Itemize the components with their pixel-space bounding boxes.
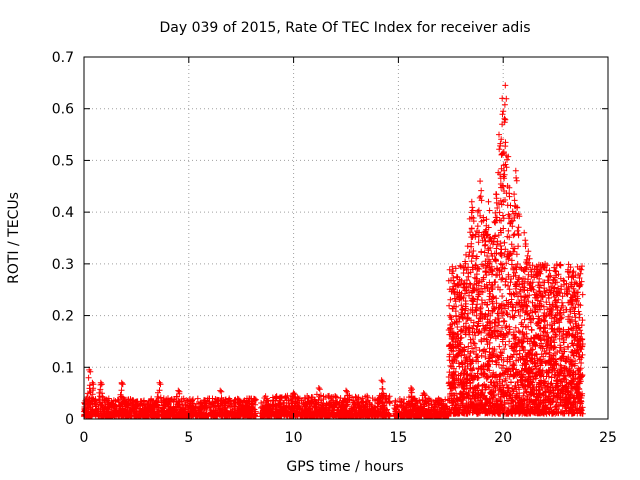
- roti-points: [81, 82, 586, 420]
- x-tick-label: 10: [285, 430, 303, 446]
- y-tick-label: 0.4: [52, 205, 74, 221]
- y-tick-label: 0.1: [52, 360, 74, 376]
- y-tick-label: 0.5: [52, 153, 74, 169]
- x-tick-label: 25: [599, 430, 617, 446]
- x-tick-label: 0: [80, 430, 89, 446]
- x-tick-label: 15: [389, 430, 407, 446]
- y-axis-label: ROTI / TECUs: [6, 192, 22, 284]
- chart-title: Day 039 of 2015, Rate Of TEC Index for r…: [159, 20, 530, 36]
- y-tick-label: 0.2: [52, 309, 74, 325]
- y-tick-label: 0.3: [52, 257, 74, 273]
- y-tick-label: 0.7: [52, 50, 74, 66]
- x-tick-label: 5: [184, 430, 193, 446]
- y-tick-label: 0.6: [52, 102, 74, 118]
- plot-frame: [83, 56, 609, 420]
- x-axis-label: GPS time / hours: [286, 459, 403, 475]
- x-tick-label: 20: [494, 430, 512, 446]
- axis-ticks: [83, 56, 609, 420]
- tick-labels: 0 0.1 0.2 0.3 0.4 0.5 0.6 0.7 0 5 10 15 20 25: [52, 50, 617, 446]
- y-tick-label: 0: [65, 412, 74, 428]
- data-points: [81, 82, 586, 420]
